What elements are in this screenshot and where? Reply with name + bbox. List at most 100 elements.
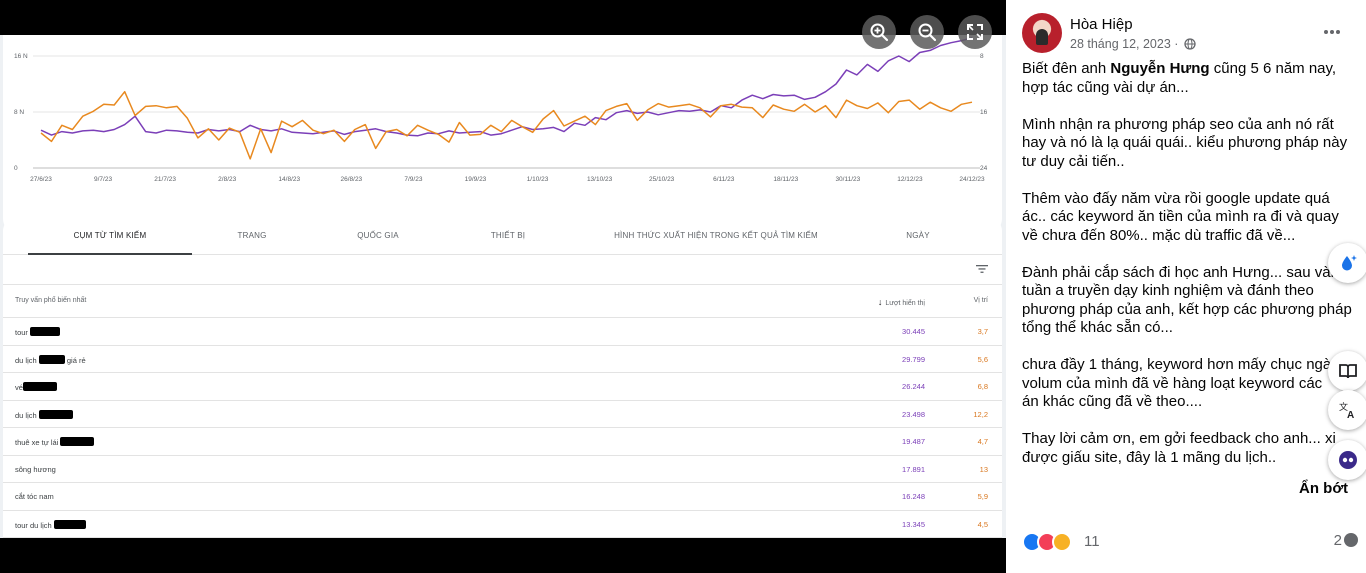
extension-drop-button[interactable] <box>1328 243 1366 283</box>
query-text: vé <box>15 383 23 392</box>
post-date[interactable]: 28 tháng 12, 2023 · <box>1070 37 1179 51</box>
comment-icon <box>1344 533 1358 547</box>
x-tick-label: 14/8/23 <box>278 176 300 183</box>
zoom-in-button[interactable] <box>862 15 896 49</box>
query-text: tour du lịch <box>15 520 52 530</box>
query-text: giá rẻ <box>66 355 86 365</box>
table-row[interactable]: thuê xe tự lái 19.487 4,7 <box>3 428 1002 456</box>
more-icon[interactable] <box>1320 20 1344 44</box>
position-value: 13 <box>979 464 988 474</box>
svg-text:A: A <box>1347 410 1354 420</box>
post-text: hợp tác cũng vài dự án... <box>1022 78 1189 96</box>
active-tab-indicator <box>28 253 192 255</box>
post-photo[interactable]: 16 N 8 N 0 8 16 24 27/6/23 9/7/23 21/7/23 2/8/23 1… <box>0 35 1006 538</box>
impressions-value: 16.248 <box>902 492 925 501</box>
author-name[interactable]: Hòa Hiệp <box>1070 16 1133 33</box>
impressions-value: 13.345 <box>902 519 925 529</box>
query-text: tour <box>15 328 28 337</box>
post-text: Thêm vào đấy năm vừa rồi google update q… <box>1022 189 1330 207</box>
mention-link[interactable]: Nguyễn Hưng <box>1110 60 1210 77</box>
fullscreen-icon <box>967 24 983 40</box>
y-left-tick-label: 0 <box>14 165 18 172</box>
photo-viewer: 16 N 8 N 0 8 16 24 27/6/23 9/7/23 21/7/23 2/8/23 1… <box>0 15 1006 538</box>
assistant-button[interactable] <box>1328 440 1366 480</box>
post-text: Thay lời cảm ơn, em gởi feedback cho anh… <box>1022 430 1336 447</box>
table-row[interactable]: tour du lịch 13.345 4,5 <box>3 511 1002 538</box>
x-tick-label: 19/9/23 <box>465 176 487 183</box>
zoom-out-button[interactable] <box>910 15 944 49</box>
position-value: 4,7 <box>977 437 988 446</box>
x-tick-label: 26/8/23 <box>340 176 362 183</box>
position-value: 3,7 <box>977 327 988 336</box>
impressions-value: 19.487 <box>902 437 925 446</box>
x-tick-label: 24/12/23 <box>959 176 985 183</box>
avatar[interactable] <box>1022 13 1062 53</box>
care-reaction-icon <box>1052 532 1072 552</box>
post-text: tư duy cải tiến.. <box>1022 152 1125 170</box>
column-position[interactable]: Vị trí <box>973 297 988 304</box>
x-tick-label: 25/10/23 <box>649 176 675 183</box>
post-text: được giấu site, đây là 1 mãng du lịch.. <box>1022 448 1277 466</box>
y-right-tick-label: 8 <box>980 53 984 60</box>
comment-count-value: 2 <box>1333 532 1342 549</box>
post-text: chưa đầy 1 tháng, keyword hơn mấy chục n… <box>1022 356 1332 373</box>
impressions-value: 30.445 <box>902 327 925 336</box>
filter-icon[interactable] <box>976 263 988 275</box>
position-value: 6,8 <box>977 382 988 391</box>
query-text: sông hương <box>15 464 56 474</box>
table-row[interactable]: sông hương 17.891 13 <box>3 456 1002 483</box>
tab-queries[interactable]: Cụm từ tìm kiếm <box>73 231 147 240</box>
impressions-series-line <box>40 37 973 137</box>
table-row[interactable]: tour 30.445 3,7 <box>3 318 1002 346</box>
x-tick-label: 7/9/23 <box>404 176 422 183</box>
post-text: Đành phải cắp sách đi học anh Hưng... sa… <box>1022 263 1334 281</box>
fullscreen-button[interactable] <box>958 15 992 49</box>
x-tick-label: 30/11/23 <box>835 176 860 183</box>
tab-dates[interactable]: Ngày <box>906 231 930 240</box>
table-row[interactable]: du lịch giá rẻ 29.799 5,6 <box>3 346 1002 373</box>
x-tick-label: 1/10/23 <box>527 176 549 183</box>
zoom-in-icon <box>870 23 889 42</box>
impressions-value: 26.244 <box>902 382 925 391</box>
tab-pages[interactable]: Trang <box>237 231 267 240</box>
see-less-button[interactable]: Ẩn bớt <box>1296 480 1348 497</box>
y-right-tick-label: 16 <box>980 109 988 116</box>
tab-search-appearance[interactable]: Hình thức xuất hiện trong kết quả tìm ki… <box>614 231 818 240</box>
position-value: 4,5 <box>977 519 988 529</box>
position-value: 5,6 <box>977 354 988 364</box>
column-query[interactable]: Truy vấn phổ biến nhất <box>15 297 87 304</box>
x-tick-label: 6/11/23 <box>713 176 735 183</box>
table-row[interactable]: du lịch 23.498 12,2 <box>3 401 1002 428</box>
column-impressions[interactable]: ↓ Lượt hiển thị <box>878 297 925 307</box>
x-tick-label: 13/10/23 <box>587 176 613 183</box>
post-text: tuần a truyền dạy kinh nghiệm và đánh th… <box>1022 282 1314 299</box>
impressions-value: 17.891 <box>902 464 925 474</box>
book-icon <box>1339 364 1357 379</box>
post-text: tổng thể khác sẵn có... <box>1022 319 1173 336</box>
y-right-tick-label: 24 <box>980 165 988 172</box>
tab-countries[interactable]: Quốc gia <box>357 231 399 240</box>
performance-chart-card: 16 N 8 N 0 8 16 24 27/6/23 9/7/23 21/7/23 2/8/23 1… <box>3 35 1002 233</box>
performance-chart: 16 N 8 N 0 8 16 24 27/6/23 9/7/23 21/7/23 2/8/23 1… <box>14 37 988 183</box>
table-header: Truy vấn phổ biến nhất ↓ Lượt hiển thị Vị… <box>3 285 1002 318</box>
reaction-count: 11 <box>1084 533 1100 550</box>
translate-button[interactable]: 文 A <box>1328 390 1366 430</box>
x-tick-label: 2/8/23 <box>218 176 236 183</box>
post-text: hay và nó là lạ quái quái.. kiểu phương … <box>1022 134 1348 151</box>
comment-count[interactable]: 2 <box>1334 532 1358 549</box>
redacted-mark <box>22 382 57 391</box>
post-panel: Hòa Hiệp 28 tháng 12, 2023 · Biết đên an… <box>1006 0 1366 573</box>
x-tick-label: 9/7/23 <box>94 176 112 183</box>
x-tick-label: 27/6/23 <box>30 176 52 183</box>
redacted-mark <box>60 437 95 446</box>
position-value: 5,9 <box>977 492 988 501</box>
table-row[interactable]: cắt tóc nam 16.248 5,9 <box>3 483 1002 511</box>
table-row[interactable]: vé 26.244 6,8 <box>3 373 1002 401</box>
sort-arrow-icon: ↓ <box>877 297 883 307</box>
post-text: Biết đên anh <box>1022 60 1111 77</box>
position-value: 12,2 <box>973 409 988 419</box>
reader-button[interactable] <box>1328 351 1366 391</box>
tab-devices[interactable]: Thiết bị <box>490 231 526 240</box>
query-text: cắt tóc nam <box>15 492 54 501</box>
redacted-mark <box>38 354 65 364</box>
